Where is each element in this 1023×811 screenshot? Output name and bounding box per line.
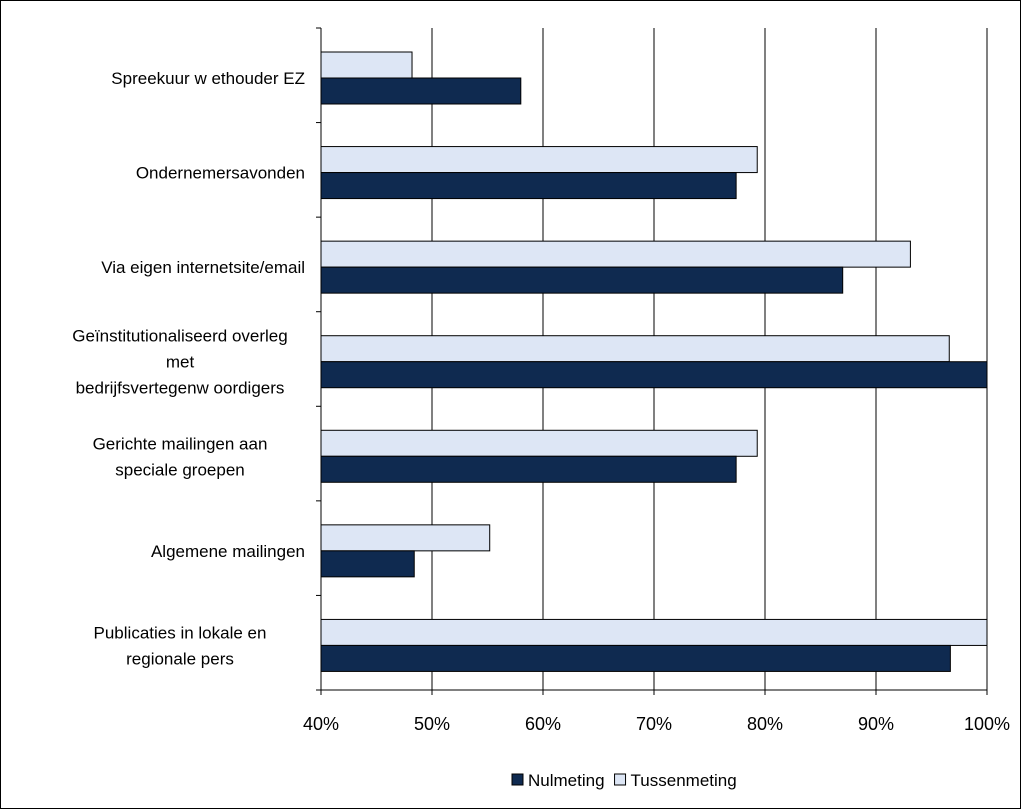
bar-nulmeting bbox=[320, 455, 737, 483]
bar-nulmeting bbox=[320, 644, 951, 672]
bar-tussenmeting bbox=[320, 51, 413, 79]
bar-nulmeting bbox=[320, 172, 737, 200]
legend-swatch-tussenmeting bbox=[614, 773, 627, 786]
bars bbox=[320, 51, 988, 672]
bar-nulmeting bbox=[320, 77, 522, 105]
legend-swatch-nulmeting bbox=[511, 773, 524, 786]
bar-tussenmeting bbox=[320, 618, 988, 646]
x-tick-label: 70% bbox=[636, 714, 672, 734]
legend: Nulmeting Tussenmeting bbox=[511, 771, 737, 790]
category-label: Ondernemersavonden bbox=[136, 164, 305, 183]
category-label: Spreekuur w ethouder EZ bbox=[111, 69, 305, 88]
bar-tussenmeting bbox=[320, 335, 950, 363]
category-label: Geïnstitutionaliseerd overleg met bedrijfs… bbox=[72, 327, 287, 398]
bar-tussenmeting bbox=[320, 524, 491, 552]
x-tick-labels: 40% 50% 60% 70% 80% 90% 100% bbox=[303, 714, 1010, 734]
bar-tussenmeting bbox=[320, 240, 911, 268]
bar-nulmeting bbox=[320, 550, 415, 578]
x-tick-label: 80% bbox=[747, 714, 783, 734]
x-tick-label: 100% bbox=[964, 714, 1010, 734]
category-label: Publicaties in lokale en regionale pers bbox=[94, 623, 267, 668]
axes bbox=[316, 27, 988, 695]
category-label: Gerichte mailingen aan speciale groepen bbox=[93, 434, 268, 479]
legend-label-tussenmeting: Tussenmeting bbox=[631, 771, 737, 790]
bar-nulmeting bbox=[320, 266, 844, 294]
category-label: Via eigen internetsite/email bbox=[101, 258, 305, 277]
x-tick-label: 60% bbox=[525, 714, 561, 734]
legend-label-nulmeting: Nulmeting bbox=[528, 771, 605, 790]
category-labels: Spreekuur w ethouder EZ Ondernemersavonde… bbox=[72, 69, 305, 668]
x-tick-label: 50% bbox=[414, 714, 450, 734]
x-tick-label: 40% bbox=[303, 714, 339, 734]
bar-nulmeting bbox=[320, 361, 988, 389]
x-tick-label: 90% bbox=[858, 714, 894, 734]
bar-tussenmeting bbox=[320, 429, 758, 457]
bar-tussenmeting bbox=[320, 146, 758, 174]
category-label: Algemene mailingen bbox=[151, 542, 305, 561]
